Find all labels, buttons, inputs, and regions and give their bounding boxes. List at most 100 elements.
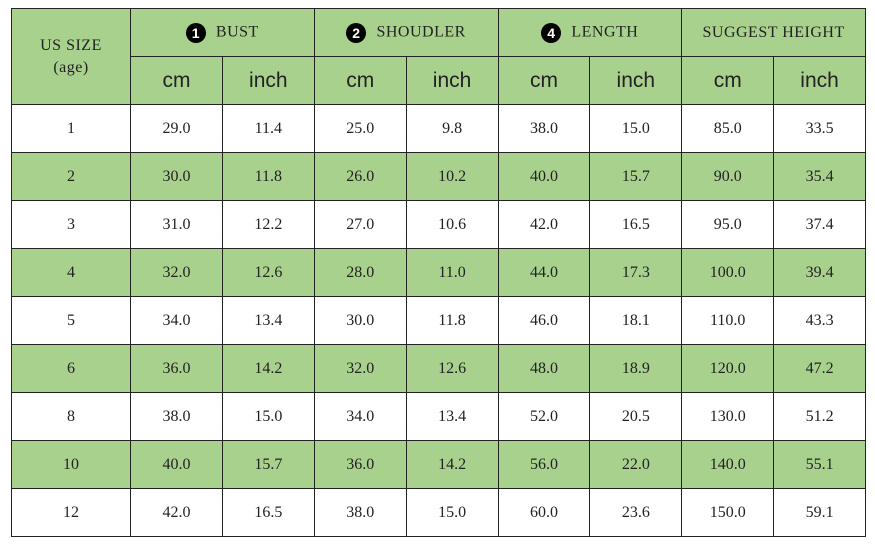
value-cell: 40.0 [497, 152, 591, 201]
data-row: 12 42.0 16.5 38.0 15.0 60.0 23.6 150.0 59.1 [11, 488, 866, 537]
data-row: 6 36.0 14.2 32.0 12.6 48.0 18.9 120.0 47.2 [11, 344, 866, 393]
value-cell: 15.7 [221, 440, 315, 489]
value-cell: 14.2 [405, 440, 499, 489]
unit-row: cm inch cm inch cm inch cm inch [12, 56, 866, 105]
value-cell: 32.0 [313, 344, 407, 393]
data-row: 3 31.0 12.2 27.0 10.6 42.0 16.5 95.0 37.4 [11, 200, 866, 249]
size-cell: 10 [11, 440, 131, 489]
unit-header: cm [497, 56, 591, 105]
value-cell: 85.0 [681, 104, 775, 153]
group-label: LENGTH [571, 23, 639, 41]
value-cell: 95.0 [681, 200, 775, 249]
value-cell: 9.8 [405, 104, 499, 153]
data-row: 10 40.0 15.7 36.0 14.2 56.0 22.0 140.0 55.1 [11, 440, 866, 489]
value-cell: 18.9 [589, 344, 683, 393]
value-cell: 13.4 [221, 296, 315, 345]
group-header: 1 BUST [130, 8, 315, 57]
value-cell: 30.0 [130, 152, 223, 201]
size-cell: 6 [11, 344, 131, 393]
value-cell: 51.2 [773, 392, 866, 441]
value-cell: 12.6 [221, 248, 315, 297]
header-row: US SIZE (age) 1 BUST 2 SHOUDLER 4 LENGTH SUGGEST… [11, 8, 866, 105]
size-cell: 4 [11, 248, 131, 297]
value-cell: 110.0 [681, 296, 775, 345]
value-cell: 15.0 [405, 488, 499, 537]
value-cell: 52.0 [497, 392, 591, 441]
unit-header: inch [405, 56, 499, 105]
value-cell: 11.8 [405, 296, 499, 345]
value-cell: 11.0 [405, 248, 499, 297]
value-cell: 15.0 [589, 104, 683, 153]
group-marker: 1 [185, 22, 206, 43]
unit-header: cm [313, 56, 407, 105]
unit-header: inch [589, 56, 683, 105]
value-cell: 11.8 [221, 152, 315, 201]
size-cell: 3 [11, 200, 131, 249]
value-cell: 16.5 [221, 488, 315, 537]
value-cell: 27.0 [313, 200, 407, 249]
group-marker: 2 [346, 22, 367, 43]
value-cell: 130.0 [681, 392, 775, 441]
value-cell: 42.0 [130, 488, 223, 537]
value-cell: 30.0 [313, 296, 407, 345]
size-header: US SIZE (age) [11, 8, 131, 105]
value-cell: 15.0 [221, 392, 315, 441]
value-cell: 17.3 [589, 248, 683, 297]
size-sub: (age) [53, 58, 89, 76]
value-cell: 36.0 [313, 440, 407, 489]
group-header: 2 SHOUDLER [313, 8, 499, 57]
value-cell: 39.4 [773, 248, 866, 297]
unit-header: inch [221, 56, 315, 105]
value-cell: 36.0 [130, 344, 223, 393]
value-cell: 40.0 [130, 440, 223, 489]
group-marker: 4 [541, 22, 562, 43]
size-cell: 12 [11, 488, 131, 537]
value-cell: 11.4 [221, 104, 315, 153]
size-cell: 5 [11, 296, 131, 345]
value-cell: 42.0 [497, 200, 591, 249]
group-header: SUGGEST HEIGHT [681, 8, 866, 57]
size-cell: 8 [11, 392, 131, 441]
data-row: 2 30.0 11.8 26.0 10.2 40.0 15.7 90.0 35.4 [11, 152, 866, 201]
group-label: SHOUDLER [376, 23, 466, 41]
value-cell: 150.0 [681, 488, 775, 537]
value-cell: 38.0 [497, 104, 591, 153]
size-label: US SIZE [40, 36, 102, 54]
size-cell: 2 [11, 152, 131, 201]
value-cell: 90.0 [681, 152, 775, 201]
data-row: 8 38.0 15.0 34.0 13.4 52.0 20.5 130.0 51.2 [11, 392, 866, 441]
value-cell: 43.3 [773, 296, 866, 345]
size-table: US SIZE (age) 1 BUST 2 SHOUDLER 4 LENGTH SUGGEST… [11, 8, 866, 537]
value-cell: 47.2 [773, 344, 866, 393]
value-cell: 23.6 [589, 488, 683, 537]
unit-header: cm [681, 56, 775, 105]
value-cell: 28.0 [313, 248, 407, 297]
value-cell: 44.0 [497, 248, 591, 297]
unit-header: inch [773, 56, 866, 105]
value-cell: 32.0 [130, 248, 223, 297]
value-cell: 60.0 [497, 488, 591, 537]
value-cell: 25.0 [313, 104, 407, 153]
value-cell: 100.0 [681, 248, 775, 297]
value-cell: 37.4 [773, 200, 866, 249]
value-cell: 13.4 [405, 392, 499, 441]
value-cell: 10.6 [405, 200, 499, 249]
value-cell: 10.2 [405, 152, 499, 201]
value-cell: 15.7 [589, 152, 683, 201]
unit-header: cm [130, 56, 223, 105]
value-cell: 12.6 [405, 344, 499, 393]
value-cell: 38.0 [130, 392, 223, 441]
group-label: SUGGEST HEIGHT [702, 23, 845, 41]
group-label: BUST [215, 23, 259, 41]
value-cell: 14.2 [221, 344, 315, 393]
value-cell: 29.0 [130, 104, 223, 153]
size-chart: US SIZE (age) 1 BUST 2 SHOUDLER 4 LENGTH SUGGEST… [11, 8, 866, 537]
value-cell: 140.0 [681, 440, 775, 489]
data-row: 1 29.0 11.4 25.0 9.8 38.0 15.0 85.0 33.5 [11, 104, 866, 153]
group-header: 4 LENGTH [497, 8, 683, 57]
value-cell: 35.4 [773, 152, 866, 201]
value-cell: 26.0 [313, 152, 407, 201]
value-cell: 33.5 [773, 104, 866, 153]
value-cell: 18.1 [589, 296, 683, 345]
value-cell: 22.0 [589, 440, 683, 489]
